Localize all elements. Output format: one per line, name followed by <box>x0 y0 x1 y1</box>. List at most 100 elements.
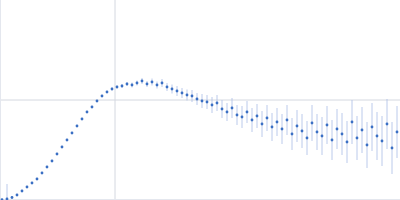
error-bar <box>172 85 173 94</box>
error-bar <box>387 99 388 149</box>
error-bar <box>2 199 3 200</box>
point <box>26 186 29 189</box>
error-bar <box>347 121 348 163</box>
point <box>201 100 204 103</box>
point <box>371 126 374 129</box>
point <box>126 83 129 86</box>
error-bar <box>67 139 68 141</box>
point <box>31 182 34 185</box>
point <box>111 88 114 91</box>
error-bar <box>32 182 33 184</box>
error-bar <box>42 172 43 174</box>
point <box>131 84 134 87</box>
point <box>276 121 279 124</box>
error-bar <box>252 108 253 132</box>
point <box>296 125 299 128</box>
error-bar <box>272 113 273 141</box>
error-bar <box>287 105 288 135</box>
error-bar <box>192 90 193 102</box>
point <box>286 119 289 122</box>
point <box>256 115 259 118</box>
error-bar <box>257 104 258 128</box>
error-bar <box>77 126 78 127</box>
point <box>271 126 274 129</box>
error-bar <box>282 114 283 144</box>
point <box>171 88 174 91</box>
error-bar <box>112 88 113 91</box>
y-axis <box>0 0 1 200</box>
point <box>226 111 229 114</box>
error-bar <box>162 79 163 87</box>
error-bar <box>337 109 338 149</box>
point <box>231 107 234 110</box>
error-bar <box>97 100 98 101</box>
error-bar <box>312 105 313 141</box>
point <box>51 160 54 163</box>
error-bar <box>117 86 118 89</box>
grid-line <box>0 100 400 101</box>
point <box>241 116 244 119</box>
point <box>191 95 194 98</box>
point <box>351 121 354 124</box>
point <box>206 101 209 104</box>
point <box>46 166 49 169</box>
point <box>166 86 169 89</box>
error-bar <box>147 81 148 87</box>
point <box>96 100 99 103</box>
point <box>311 122 314 125</box>
point <box>391 147 394 150</box>
error-bar <box>317 114 318 150</box>
chart <box>0 0 400 200</box>
error-bar <box>52 160 53 162</box>
error-bar <box>122 84 123 88</box>
point <box>291 133 294 136</box>
error-bar <box>72 133 73 134</box>
point <box>151 81 154 84</box>
error-bar <box>247 101 248 123</box>
error-bar <box>342 113 343 155</box>
point <box>106 91 109 94</box>
point <box>336 128 339 131</box>
point <box>321 135 324 138</box>
point <box>86 111 89 114</box>
error-bar <box>202 94 203 108</box>
error-bar <box>7 184 8 200</box>
point <box>301 130 304 133</box>
error-bar <box>292 118 293 150</box>
error-bar <box>167 83 168 91</box>
error-bar <box>307 121 308 155</box>
point <box>156 84 159 87</box>
error-bar <box>17 194 18 196</box>
error-bar <box>87 112 88 113</box>
point <box>181 92 184 95</box>
error-bar <box>197 93 198 105</box>
point <box>281 128 284 131</box>
error-bar <box>232 98 233 118</box>
plot-area <box>1 78 399 200</box>
point <box>101 95 104 98</box>
point <box>221 108 224 111</box>
point <box>1 198 4 200</box>
point <box>186 94 189 97</box>
error-bar <box>12 197 13 199</box>
error-bar <box>102 95 103 97</box>
point <box>326 124 329 127</box>
point <box>76 125 79 128</box>
error-bar <box>92 106 93 107</box>
point <box>66 139 69 142</box>
error-bar <box>157 82 158 89</box>
point <box>116 86 119 89</box>
error-bar <box>327 106 328 144</box>
point <box>91 106 94 109</box>
error-bar <box>177 86 178 96</box>
point <box>6 198 9 200</box>
point <box>396 131 399 134</box>
point <box>306 137 309 140</box>
point <box>56 153 59 156</box>
error-bar <box>212 97 213 113</box>
point <box>196 98 199 101</box>
error-bar <box>22 190 23 192</box>
point <box>61 146 64 149</box>
point <box>236 114 239 117</box>
point <box>16 194 19 197</box>
